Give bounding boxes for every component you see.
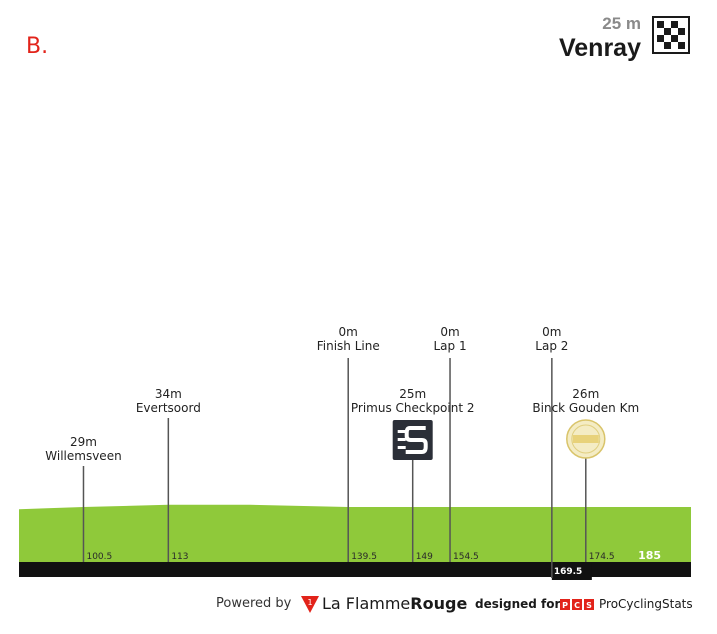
- waypoint-altitude: 29m: [70, 435, 97, 449]
- page-label: B.: [26, 34, 49, 59]
- checkered-flag-icon: [652, 16, 690, 54]
- elevation-profile-chart: 100.5 113 139.5 149 154.5 169.5 174.5 185 29mWil…: [19, 325, 691, 580]
- distance-baseline: [19, 562, 691, 577]
- finish-info: 25 m Venray: [559, 14, 641, 62]
- footer: Powered by 1 La FlammeRouge designed for…: [0, 592, 717, 616]
- waypoint-altitude: 25m: [399, 387, 426, 401]
- distance-tick-label: 100.5: [86, 552, 112, 562]
- distance-tick-label: 139.5: [351, 552, 377, 562]
- pcs-name[interactable]: ProCyclingStats: [599, 597, 693, 611]
- golden-km-icon: [566, 419, 606, 459]
- la-flamme-rouge-logo-icon: 1: [300, 594, 320, 618]
- powered-by-text: Powered by: [216, 596, 292, 611]
- distance-tick-label: 185: [638, 549, 661, 562]
- pcs-logo-icon[interactable]: P C S: [560, 597, 596, 616]
- waypoint-name: Primus Checkpoint 2: [351, 401, 475, 415]
- finish-name: Venray: [558, 34, 641, 62]
- lfr-name-bold: Rouge: [410, 594, 468, 613]
- waypoint-name: Binck Gouden Km: [532, 401, 639, 415]
- pcs-logo-letter-c: C: [574, 601, 580, 610]
- finish-altitude: 25 m: [602, 14, 641, 33]
- waypoint-altitude: 0m: [339, 325, 358, 339]
- svg-text:1: 1: [307, 598, 312, 607]
- sprint-s-icon: [392, 420, 433, 460]
- designed-for-text: designed for: [475, 597, 561, 611]
- distance-tick-label: 149: [416, 552, 433, 562]
- waypoint-altitude: 34m: [155, 387, 182, 401]
- distance-tick-label-bg: [551, 563, 592, 580]
- waypoint-altitude: 0m: [440, 325, 459, 339]
- waypoint-name: Willemsveen: [45, 449, 121, 463]
- la-flamme-rouge-wordmark[interactable]: La FlammeRouge: [322, 594, 467, 613]
- waypoint-name: Evertsoord: [136, 401, 201, 415]
- distance-tick-label: 154.5: [453, 552, 479, 562]
- waypoint-altitude: 26m: [572, 387, 599, 401]
- pcs-logo-letter-s: S: [586, 601, 592, 610]
- waypoint-altitude: 0m: [542, 325, 561, 339]
- pcs-logo-letter-p: P: [562, 601, 568, 610]
- lfr-name-light: La Flamme: [322, 594, 411, 613]
- distance-tick-label: 169.5: [554, 567, 582, 577]
- profile-area: [19, 504, 691, 562]
- waypoint-name: Lap 1: [433, 339, 466, 353]
- distance-tick-label: 113: [171, 552, 188, 562]
- waypoint-name: Lap 2: [535, 339, 568, 353]
- distance-tick-label: 174.5: [589, 552, 615, 562]
- waypoint-name: Finish Line: [317, 339, 380, 353]
